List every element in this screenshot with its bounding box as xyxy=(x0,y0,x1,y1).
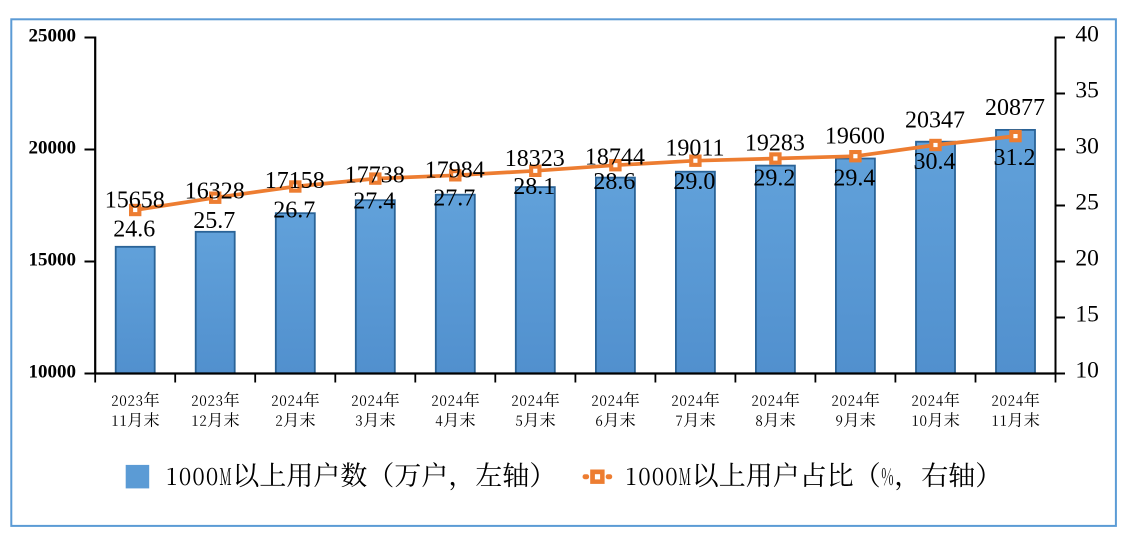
svg-text:30: 30 xyxy=(1075,134,1099,160)
svg-text:31.2: 31.2 xyxy=(994,145,1036,171)
svg-text:20000: 20000 xyxy=(29,138,77,159)
svg-text:29.0: 29.0 xyxy=(673,169,715,195)
svg-text:10000: 10000 xyxy=(29,362,77,383)
svg-text:15000: 15000 xyxy=(29,250,77,271)
svg-text:10: 10 xyxy=(1075,358,1099,384)
svg-text:18744: 18744 xyxy=(585,145,645,171)
svg-text:17984: 17984 xyxy=(425,158,485,184)
svg-text:29.4: 29.4 xyxy=(833,166,875,192)
svg-text:16328: 16328 xyxy=(185,179,245,205)
svg-text:17738: 17738 xyxy=(345,163,405,189)
svg-text:28.6: 28.6 xyxy=(593,169,635,195)
svg-text:20877: 20877 xyxy=(985,95,1045,121)
svg-text:15658: 15658 xyxy=(105,188,165,214)
svg-text:20: 20 xyxy=(1075,246,1099,272)
svg-text:25.7: 25.7 xyxy=(193,208,235,234)
svg-text:18323: 18323 xyxy=(505,146,565,172)
svg-text:17158: 17158 xyxy=(265,168,325,194)
svg-text:27.4: 27.4 xyxy=(353,189,395,215)
svg-text:15: 15 xyxy=(1075,302,1099,328)
svg-text:27.7: 27.7 xyxy=(433,186,475,212)
svg-text:19600: 19600 xyxy=(825,124,885,150)
svg-text:20347: 20347 xyxy=(905,108,965,134)
svg-text:19011: 19011 xyxy=(665,136,724,162)
svg-text:28.1: 28.1 xyxy=(513,174,555,200)
svg-text:29.2: 29.2 xyxy=(753,166,795,192)
svg-text:25: 25 xyxy=(1075,190,1099,216)
svg-text:19283: 19283 xyxy=(745,131,805,157)
svg-text:24.6: 24.6 xyxy=(113,217,155,243)
svg-text:35: 35 xyxy=(1075,78,1099,104)
svg-text:40: 40 xyxy=(1075,22,1099,48)
svg-text:25000: 25000 xyxy=(29,26,77,47)
svg-text:30.4: 30.4 xyxy=(914,149,956,175)
svg-text:26.7: 26.7 xyxy=(273,198,315,224)
